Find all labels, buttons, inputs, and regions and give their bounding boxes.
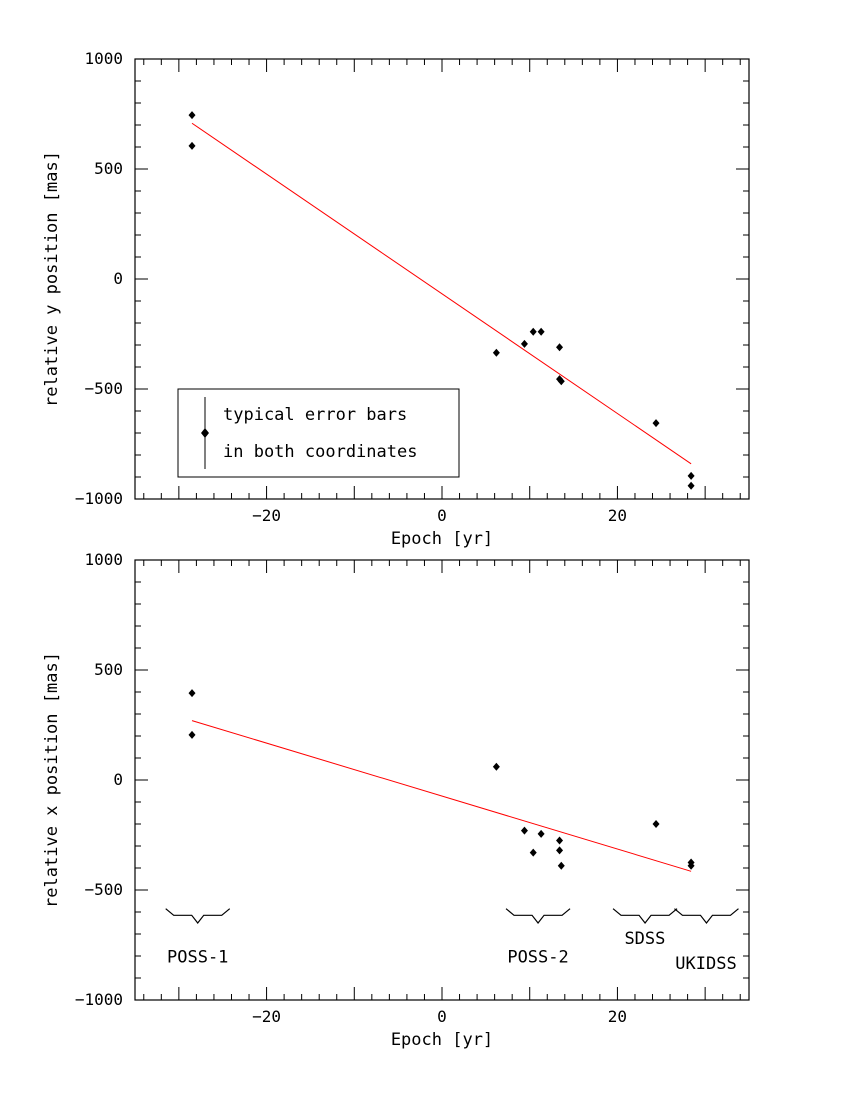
bottom-ticks: −20 0 20 −1000 −500 0 500 1000 bbox=[75, 550, 749, 1026]
data-point bbox=[529, 327, 537, 336]
survey-label: UKIDSS bbox=[675, 954, 736, 974]
y-tick-label: 500 bbox=[94, 159, 123, 178]
survey-brace bbox=[165, 908, 231, 924]
x-tick-label: 20 bbox=[608, 1007, 627, 1026]
survey-brace bbox=[612, 908, 678, 924]
top-plot-frame bbox=[134, 58, 750, 500]
survey-annotations: POSS-1 POSS-2 SDSS UKIDSS bbox=[165, 908, 739, 974]
data-point bbox=[557, 377, 565, 386]
data-point bbox=[188, 689, 196, 698]
bottom-points bbox=[188, 689, 695, 870]
data-point bbox=[557, 861, 565, 870]
legend: typical error bars in both coordinates bbox=[177, 388, 460, 478]
bottom-fit-line-group bbox=[191, 720, 692, 872]
x-tick-label: −20 bbox=[252, 506, 281, 525]
data-point bbox=[687, 861, 695, 870]
y-tick-label: 0 bbox=[113, 269, 123, 288]
data-point bbox=[652, 419, 660, 428]
bottom-panel: −20 0 20 −1000 −500 0 500 1000 POSS-1 POSS-2 SDSS… bbox=[42, 550, 750, 1050]
bottom-ylabel: relative x position [mas] bbox=[42, 652, 62, 908]
data-point bbox=[652, 820, 660, 828]
data-point bbox=[492, 348, 500, 357]
data-point bbox=[188, 141, 196, 150]
top-points bbox=[188, 111, 695, 490]
y-tick-label: −500 bbox=[84, 379, 123, 398]
y-tick-label: 0 bbox=[113, 770, 123, 789]
y-tick-label: −1000 bbox=[75, 990, 123, 1009]
x-tick-label: 0 bbox=[437, 506, 447, 525]
y-tick-label: −1000 bbox=[75, 489, 123, 508]
top-panel: −20 0 20 −1000 −500 0 500 1000 Epoch [yr] relat… bbox=[42, 49, 750, 549]
y-tick-label: −500 bbox=[84, 880, 123, 899]
y-tick-label: 500 bbox=[94, 660, 123, 679]
x-tick-label: −20 bbox=[252, 1007, 281, 1026]
data-point bbox=[537, 829, 545, 838]
legend-box bbox=[177, 388, 460, 478]
legend-line-1: typical error bars bbox=[223, 405, 407, 425]
survey-label: POSS-1 bbox=[167, 948, 228, 968]
survey-brace bbox=[674, 908, 739, 924]
top-fit-line-group bbox=[191, 122, 692, 465]
data-point bbox=[687, 471, 695, 480]
data-point bbox=[529, 848, 537, 857]
y-tick-label: 1000 bbox=[84, 49, 123, 68]
data-point bbox=[537, 327, 545, 336]
data-point bbox=[520, 339, 528, 348]
legend-line-2: in both coordinates bbox=[223, 442, 417, 462]
top-xlabel: Epoch [yr] bbox=[391, 529, 493, 549]
data-point bbox=[556, 836, 564, 845]
data-point bbox=[687, 481, 695, 490]
bottom-xlabel: Epoch [yr] bbox=[391, 1030, 493, 1050]
legend-marker bbox=[201, 428, 209, 438]
survey-label: POSS-2 bbox=[507, 948, 568, 968]
top-ticks: −20 0 20 −1000 −500 0 500 1000 bbox=[75, 49, 749, 525]
data-point bbox=[520, 826, 528, 835]
data-point bbox=[556, 846, 564, 855]
fit-line bbox=[191, 122, 692, 465]
data-point bbox=[556, 343, 564, 352]
data-point bbox=[188, 730, 196, 739]
top-ylabel: relative y position [mas] bbox=[42, 151, 62, 407]
data-point bbox=[492, 762, 500, 771]
survey-label: SDSS bbox=[624, 929, 665, 949]
survey-brace bbox=[505, 908, 571, 924]
y-tick-label: 1000 bbox=[84, 550, 123, 569]
x-tick-label: 0 bbox=[437, 1007, 447, 1026]
x-tick-label: 20 bbox=[608, 506, 627, 525]
fit-line bbox=[191, 720, 692, 872]
data-point bbox=[188, 111, 196, 120]
